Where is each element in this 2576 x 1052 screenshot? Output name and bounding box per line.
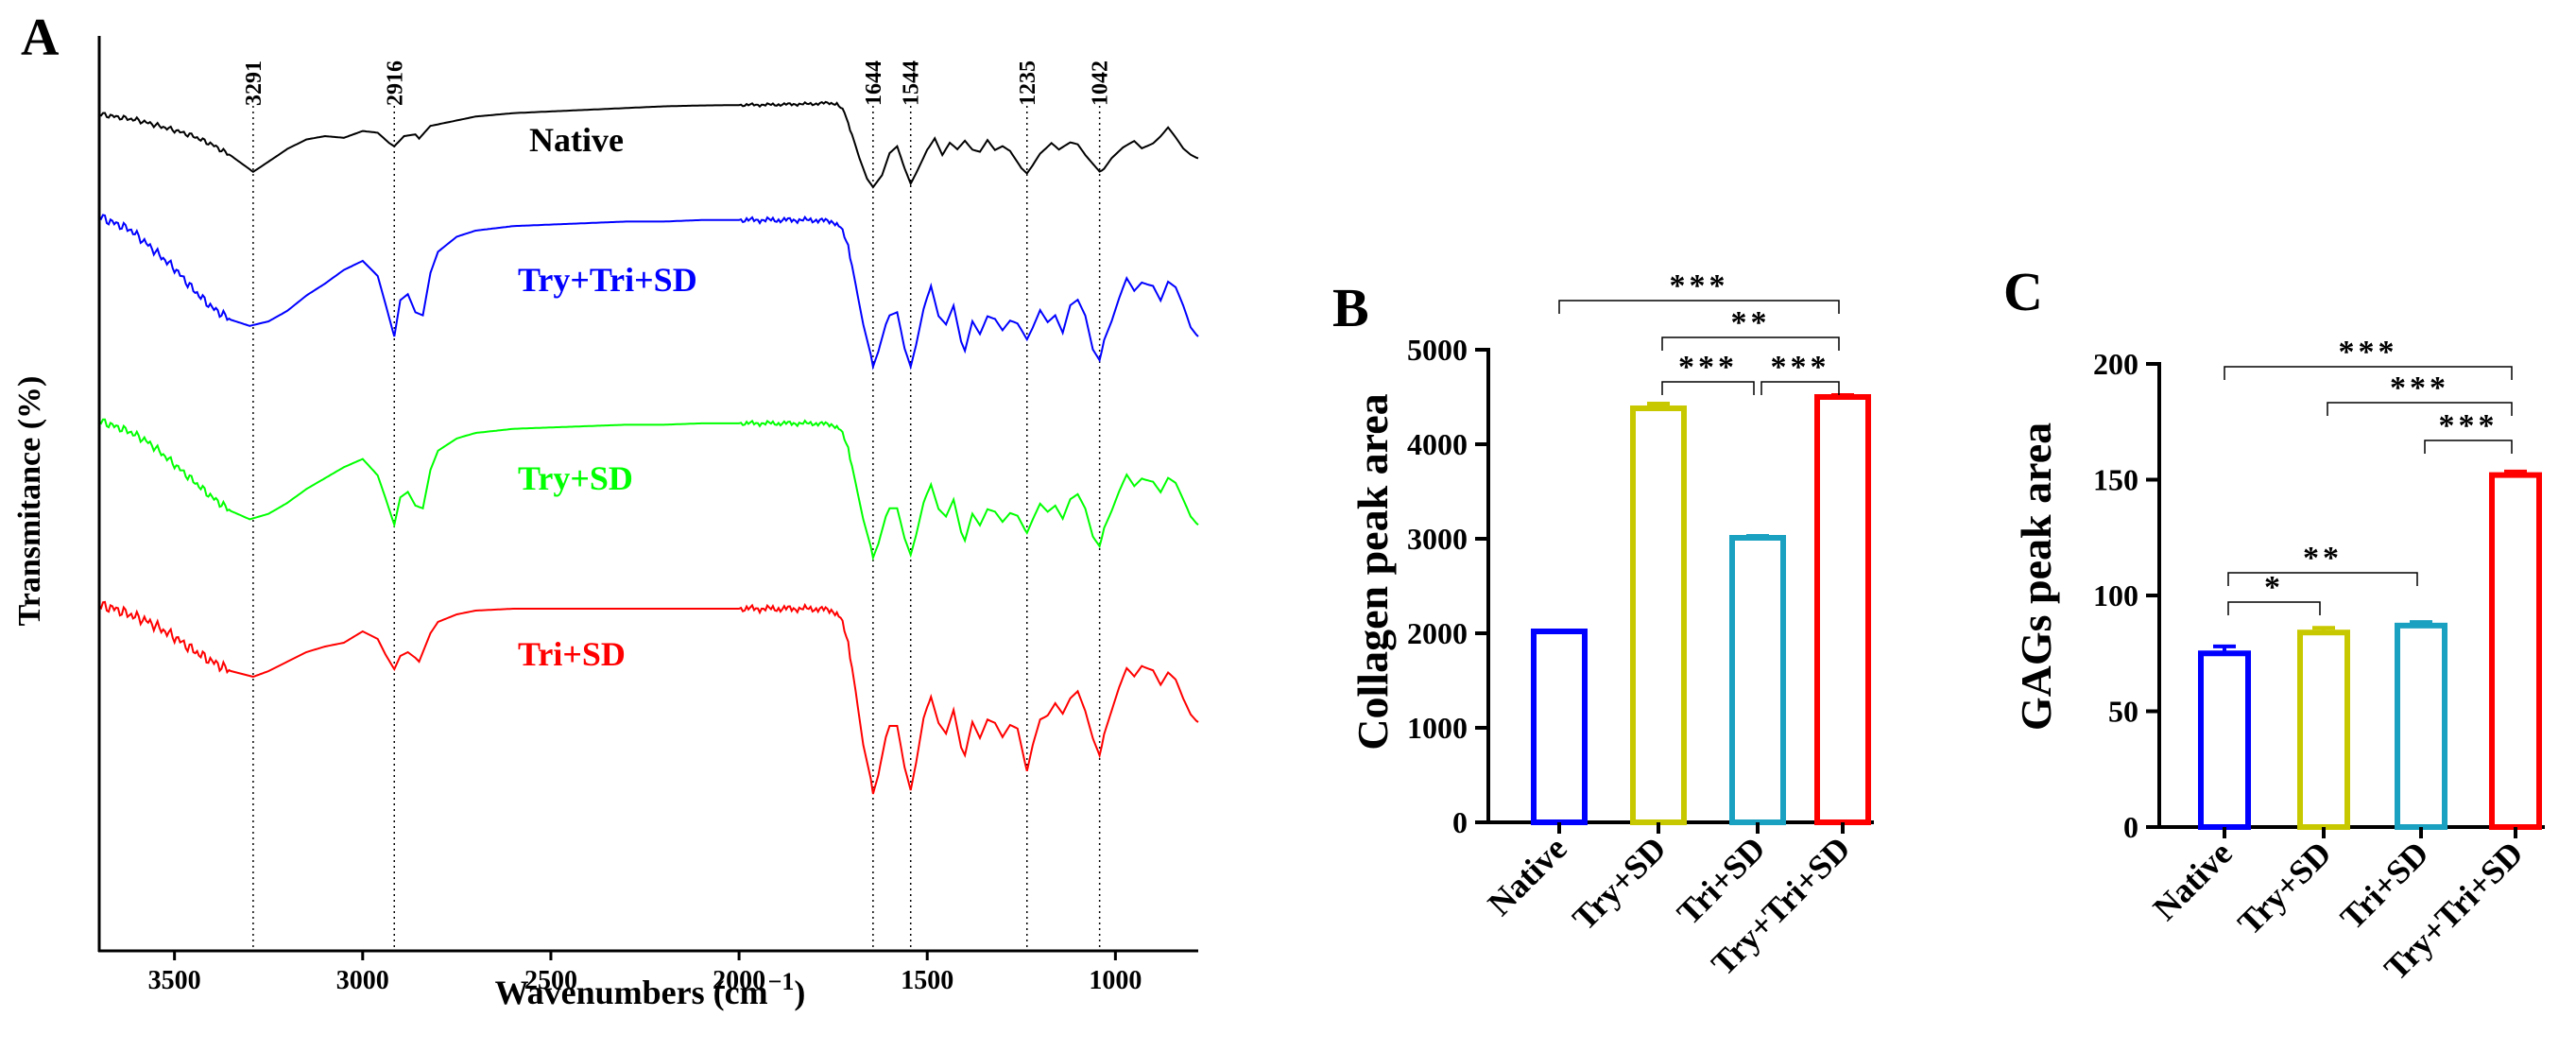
panel-b-bar-try-sd	[1630, 405, 1687, 825]
panel-b-ylabel: Collagen peak area	[1348, 393, 1397, 750]
series-label-tri-sd: Tri+SD	[518, 635, 626, 673]
ref-label-1544: 1544	[900, 60, 924, 106]
panel-b-collagen: Collagen peak area 0 1000 2000 3000 4000 5000…	[1348, 268, 1874, 983]
panel-c-sig-bracket-0-1	[2227, 601, 2321, 615]
series-label-try-sd: Try+SD	[518, 459, 633, 497]
panel-a-axes	[97, 36, 1198, 953]
xlabel-main: Wavenumbers (cm	[495, 974, 768, 1011]
reference-lines: 3291 2916 1644 1544 1235 1042	[242, 60, 1113, 951]
x-tick-label-2500: 2500	[524, 966, 577, 995]
panel-b-y-tick-label-4000: 4000	[1407, 427, 1468, 461]
panel-letter-a: A	[21, 9, 60, 67]
panel-c-sig-bracket-0-3	[2224, 366, 2513, 380]
panel-b-sig-bracket-2-3	[1760, 381, 1840, 395]
series-label-try-tri-sd: Try+Tri+SD	[518, 261, 697, 299]
panel-a-spectra: 3291 2916 1644 1544 1235 1042 3500 3000 2500 200…	[12, 36, 1199, 1011]
panel-b-y-tick-label-0: 0	[1452, 805, 1468, 839]
series-line-native	[98, 100, 1199, 189]
ref-label-3291: 3291	[242, 60, 266, 106]
panel-b-y-tick-label-2000: 2000	[1407, 616, 1468, 650]
series-line-try-tri-sd	[98, 214, 1199, 371]
spectra-series	[98, 100, 1199, 795]
panel-c-sig-bracket-1-3	[2327, 402, 2513, 416]
x-tick-label-3500: 3500	[148, 966, 201, 995]
panel-letter-b: B	[1332, 277, 1369, 338]
series-line-tri-sd	[98, 600, 1199, 795]
panel-b-sig-bracket-1-2	[1661, 381, 1755, 395]
panel-b-sig-bracket-0-3	[1558, 300, 1840, 314]
panel-c-y-tick-label-200: 200	[2093, 347, 2138, 381]
ref-label-1235: 1235	[1016, 60, 1040, 106]
panel-b-bar-native	[1531, 629, 1588, 825]
ref-label-2916: 2916	[383, 60, 407, 106]
panel-c-y-tick-label-150: 150	[2093, 463, 2138, 497]
panel-c-x-label-native: Native	[2146, 834, 2240, 927]
panel-a-ylabel: Transmitance (%)	[12, 376, 47, 627]
series-line-try-sd	[98, 418, 1199, 561]
xlabel-exponent: −1	[768, 968, 795, 995]
panel-letter-c: C	[2003, 261, 2043, 322]
panel-b-bar-try-tri-sd	[1814, 394, 1871, 825]
series-label-native: Native	[529, 121, 624, 159]
x-tick-label-1500: 1500	[901, 966, 953, 995]
panel-c-ylabel: GAGs peak area	[2012, 423, 2060, 731]
panel-b-sig-label-1-2: ***	[1678, 350, 1738, 385]
panel-c-sig-label-0-1: *	[2264, 570, 2284, 605]
panel-a-series-labels: Native Try+Tri+SD Try+SD Tri+SD	[518, 121, 697, 673]
panel-b-y-tick-label-5000: 5000	[1407, 333, 1468, 367]
panel-c-bar-try-tri-sd	[2489, 472, 2542, 830]
panel-b-sig-label-1-3: **	[1731, 305, 1771, 340]
panel-c-x-label-try-sd: Try+SD	[2230, 834, 2338, 941]
panel-b-y-tick-label-1000: 1000	[1407, 711, 1468, 745]
panel-c-gags: GAGs peak area 050100150200NativeTry+SDT…	[2012, 335, 2545, 988]
panel-a-ticks: 3500 3000 2500 2000 1500 1000	[148, 951, 1142, 995]
xlabel-close: )	[794, 974, 805, 1011]
panel-b-sig-label-0-3: ***	[1670, 268, 1729, 303]
panel-c-y-tick-label-50: 50	[2108, 695, 2138, 729]
panel-c-y-tick-label-100: 100	[2093, 578, 2138, 612]
panel-b-x-label-native: Native	[1481, 829, 1574, 923]
panel-c-bar-try-sd	[2297, 629, 2350, 831]
panel-c-sig-label-0-3: ***	[2339, 335, 2398, 370]
panel-c-sig-label-1-3: ***	[2390, 371, 2449, 405]
panel-c-sig-bracket-2-3	[2424, 440, 2513, 454]
panel-a-xlabel: Wavenumbers (cm−1)	[495, 968, 806, 1011]
panel-c-bar-native	[2198, 650, 2251, 830]
x-tick-label-3000: 3000	[336, 966, 389, 995]
x-tick-label-1000: 1000	[1089, 966, 1142, 995]
panel-c-sig-label-0-2: **	[2303, 541, 2343, 576]
panel-c-sig-bracket-0-2	[2227, 572, 2418, 586]
x-tick-label-2000: 2000	[713, 966, 765, 995]
panel-c-bar-tri-sd	[2395, 622, 2447, 830]
panel-b-y-tick-label-3000: 3000	[1407, 522, 1468, 556]
ref-label-1042: 1042	[1089, 60, 1113, 106]
panel-c-sig-label-2-3: ***	[2439, 408, 2499, 443]
panel-b-sig-label-2-3: ***	[1771, 350, 1830, 385]
ref-label-1644: 1644	[862, 60, 886, 106]
panel-b-sig-bracket-1-3	[1661, 336, 1840, 351]
panel-c-y-tick-label-0: 0	[2123, 810, 2138, 844]
panel-b-x-label-try-sd: Try+SD	[1565, 829, 1673, 937]
panel-b-bar-tri-sd	[1729, 535, 1786, 825]
